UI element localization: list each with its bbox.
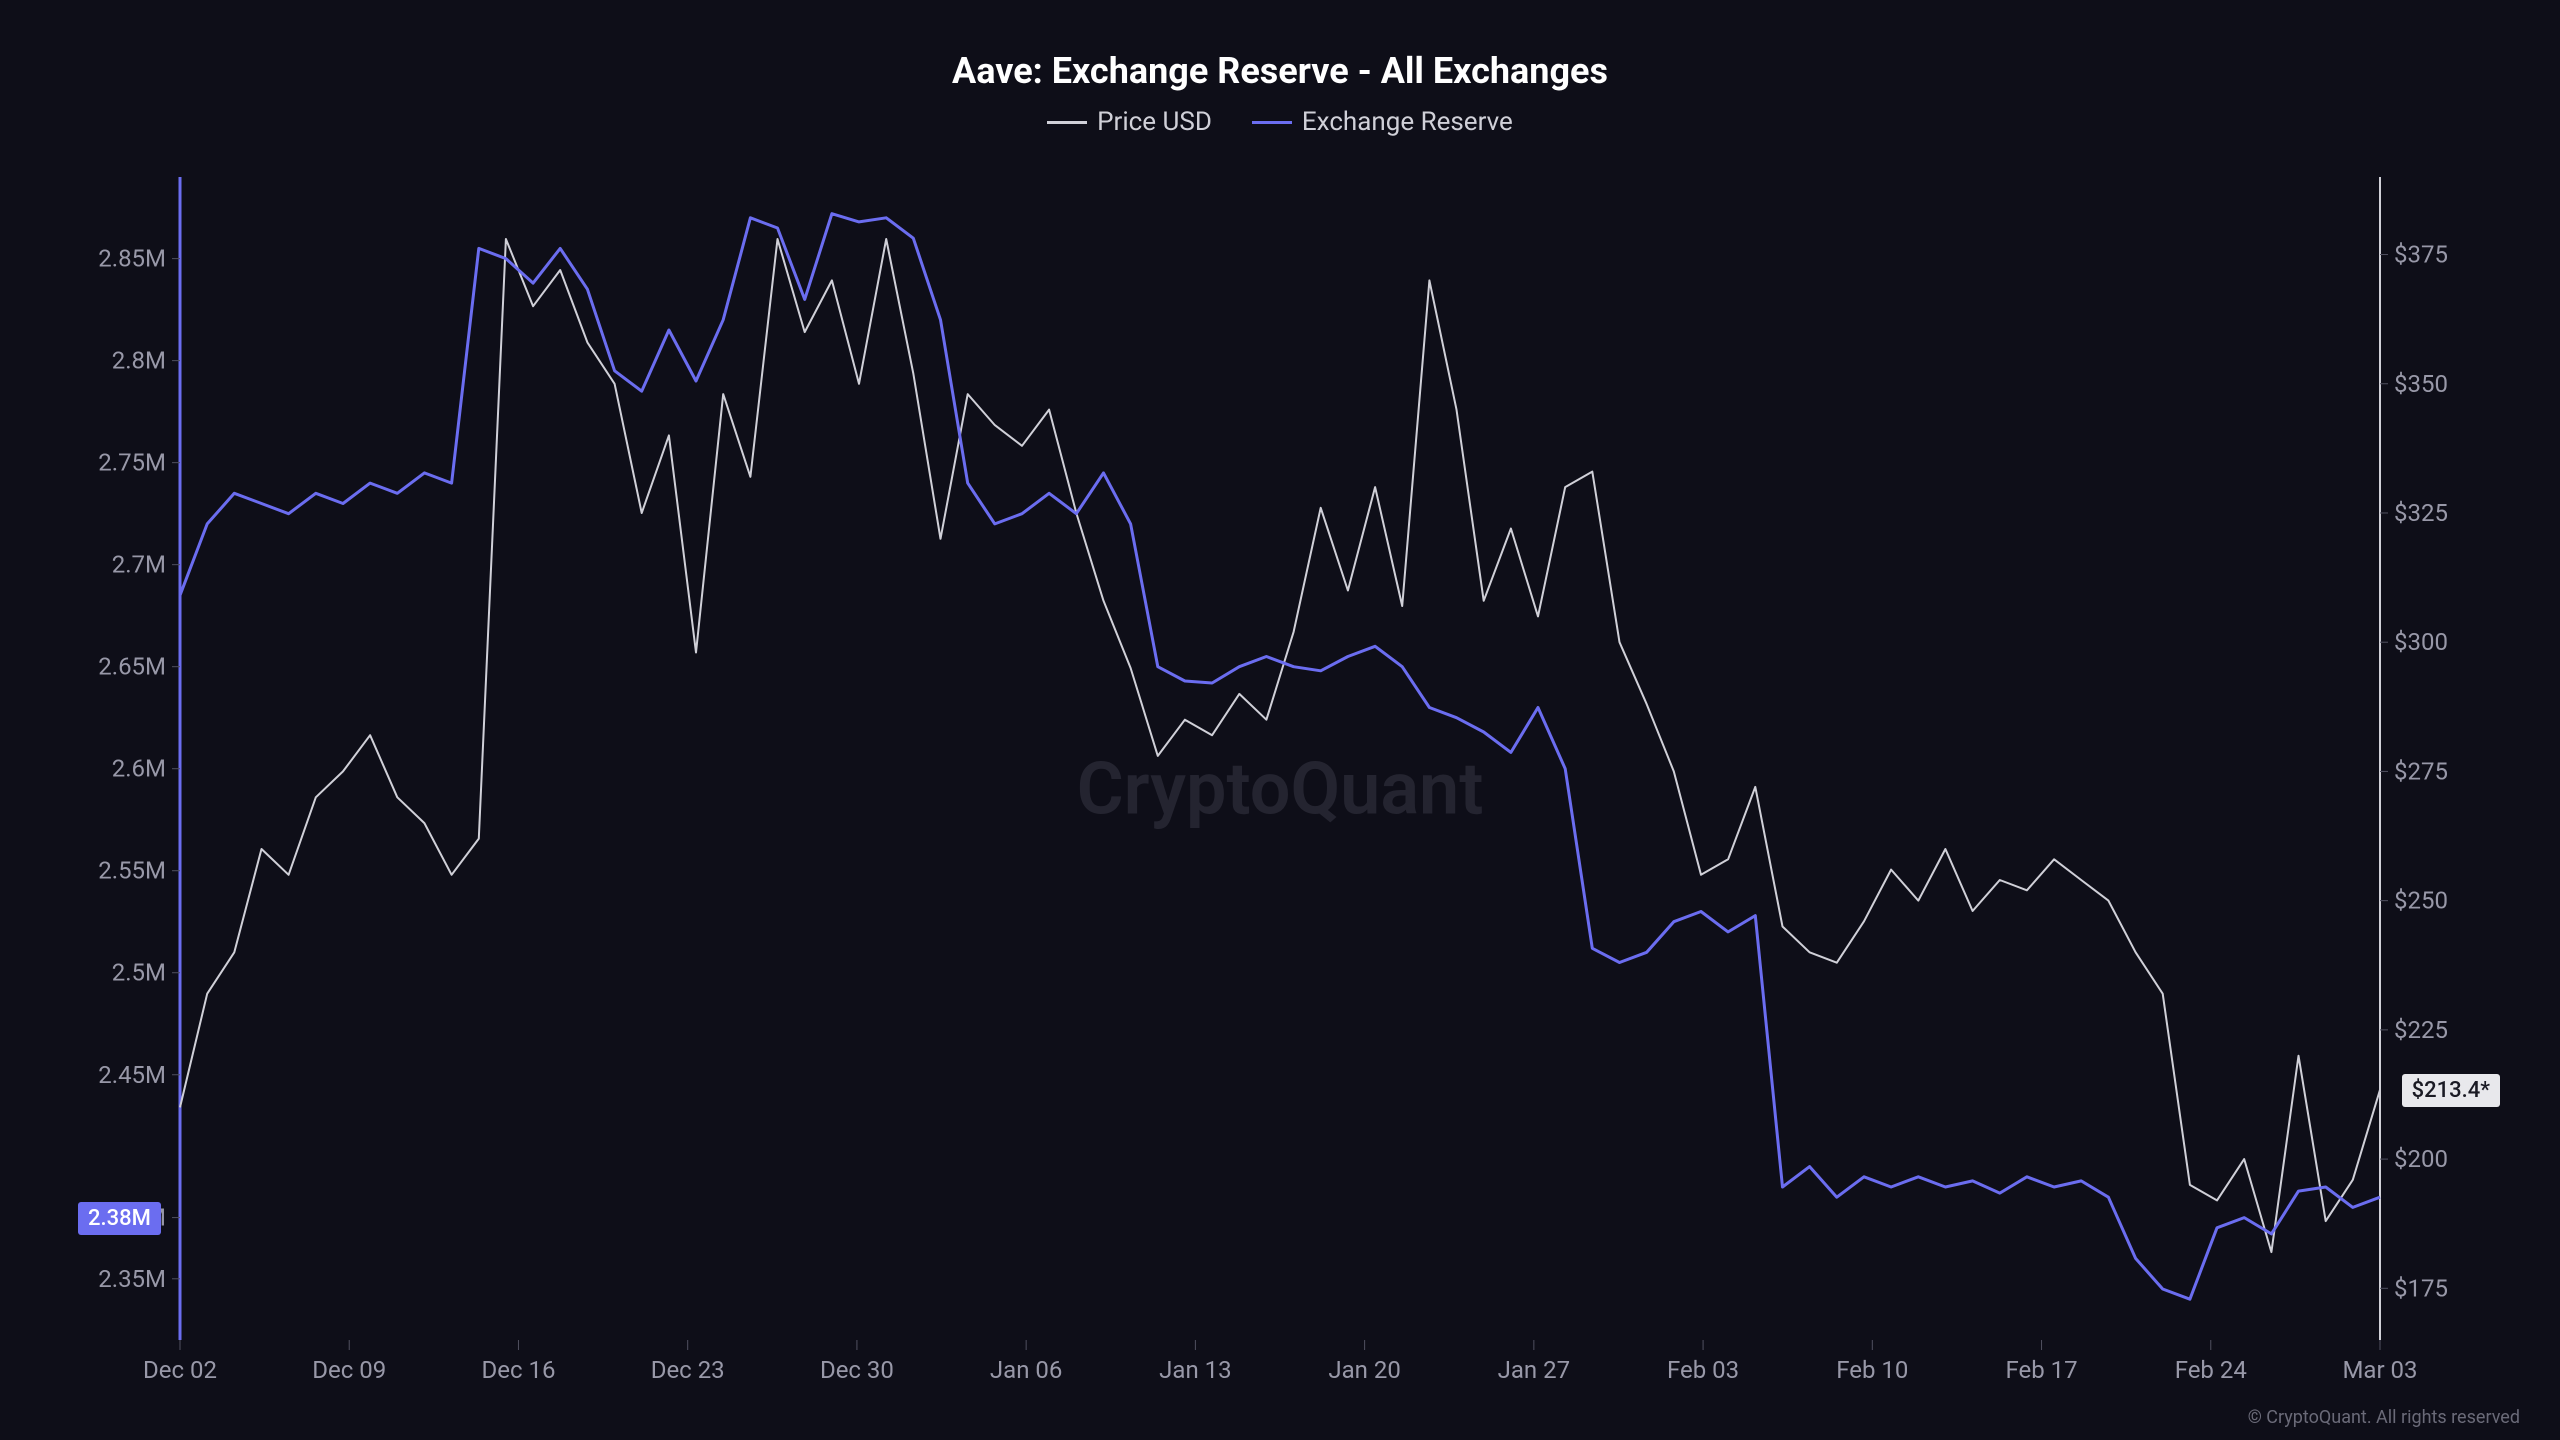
x-label: Jan 13 (1159, 1356, 1231, 1384)
chart-svg: 2.35M 2.38M 2.45M 2.5M 2.55M 2.6M 2.65M 2.7M 2.7… (40, 167, 2520, 1410)
legend-item-reserve[interactable]: Exchange Reserve (1252, 107, 1513, 137)
attribution: © CryptoQuant. All rights reserved (2248, 1407, 2520, 1428)
x-label: Feb 03 (1667, 1356, 1739, 1384)
y-right-label: $300 (2394, 628, 2448, 656)
chart-legend: Price USD Exchange Reserve (40, 107, 2520, 137)
x-label: Dec 02 (143, 1356, 217, 1384)
y-left-label: 2.75M (98, 449, 166, 477)
y-left-label: 2.7M (112, 551, 166, 579)
x-label: Dec 09 (312, 1356, 386, 1384)
x-label: Mar 03 (2342, 1356, 2417, 1384)
y-left-label: 2.6M (112, 755, 166, 783)
y-right-label: $175 (2394, 1274, 2448, 1302)
y-left-label: 2.85M (98, 245, 166, 273)
x-label: Feb 10 (1836, 1356, 1908, 1384)
legend-item-price[interactable]: Price USD (1047, 107, 1212, 137)
y-left-label: 2.45M (98, 1061, 166, 1089)
y-right-label: $375 (2394, 241, 2448, 269)
y-left-label: 2.65M (98, 653, 166, 681)
x-label: Jan 27 (1498, 1356, 1570, 1384)
legend-label-reserve: Exchange Reserve (1302, 107, 1513, 137)
y-left-label: 2.55M (98, 857, 166, 885)
price-line (180, 239, 2380, 1252)
y-left-label: 2.8M (112, 347, 166, 375)
y-right-label: $225 (2394, 1016, 2448, 1044)
x-label: Feb 17 (2005, 1356, 2077, 1384)
plot-area: CryptoQuant 2.35M2.38M2.45M2.5M2.55M2.6M… (40, 167, 2520, 1410)
legend-label-price: Price USD (1097, 107, 1212, 137)
current-price-badge: $213.4* (2402, 1074, 2500, 1107)
chart-container: Aave: Exchange Reserve - All Exchanges P… (0, 0, 2560, 1440)
y-right-label: $250 (2394, 887, 2448, 915)
y-right-label: $275 (2394, 757, 2448, 785)
legend-line-price (1047, 121, 1087, 124)
y-left-label: 2.35M (98, 1265, 166, 1293)
y-left-label: 2.5M (112, 959, 166, 987)
x-label: Dec 30 (820, 1356, 894, 1384)
x-label: Feb 24 (2175, 1356, 2247, 1384)
x-label: Dec 16 (481, 1356, 555, 1384)
x-label: Jan 06 (990, 1356, 1062, 1384)
x-label: Dec 23 (651, 1356, 725, 1384)
chart-title: Aave: Exchange Reserve - All Exchanges (40, 50, 2520, 92)
current-reserve-badge: 2.38M (78, 1202, 161, 1235)
y-right-label: $200 (2394, 1145, 2448, 1173)
reserve-line (180, 214, 2380, 1300)
x-label: Jan 20 (1328, 1356, 1400, 1384)
y-right-label: $325 (2394, 499, 2448, 527)
legend-line-reserve (1252, 121, 1292, 124)
y-right-label: $350 (2394, 370, 2448, 398)
